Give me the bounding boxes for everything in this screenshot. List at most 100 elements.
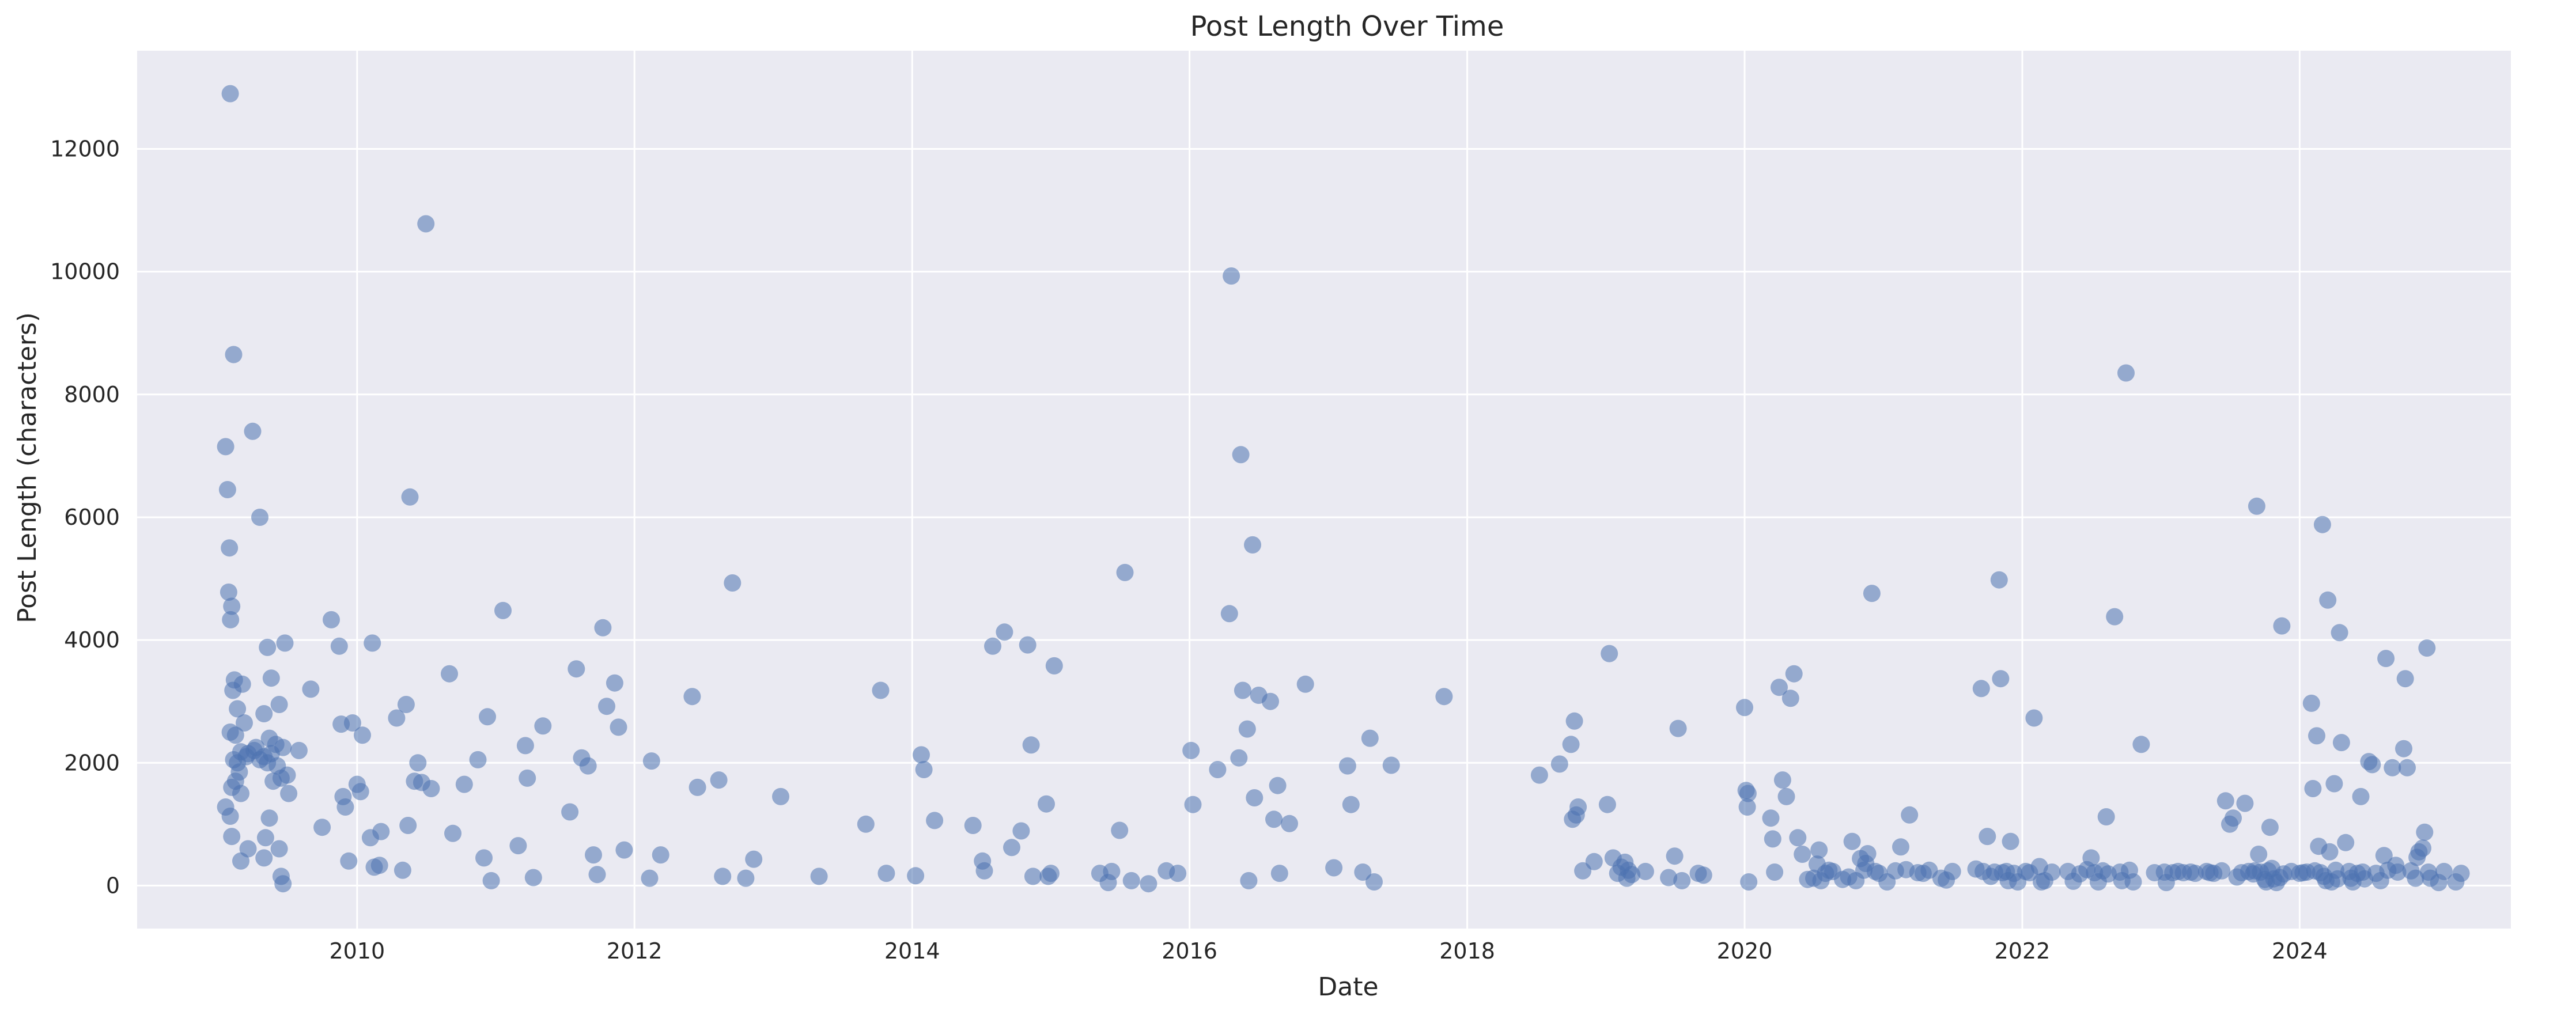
data-point (494, 601, 512, 619)
data-point (689, 778, 706, 796)
data-point (2321, 843, 2339, 861)
data-point (2352, 787, 2370, 805)
x-tick-label: 2014 (884, 938, 940, 964)
data-point (2313, 516, 2331, 533)
x-tick-label: 2022 (1995, 938, 2051, 964)
x-tick-label: 2010 (329, 938, 385, 964)
data-point (1740, 873, 1758, 891)
data-point (364, 634, 381, 652)
data-point (2124, 873, 2142, 891)
data-point (1810, 841, 1828, 859)
data-point (683, 688, 701, 706)
data-point (401, 488, 419, 506)
data-point (913, 746, 930, 764)
plot-area (137, 51, 2511, 929)
data-point (1666, 847, 1684, 865)
data-point (2337, 834, 2355, 851)
data-point (1781, 690, 1799, 707)
data-point (509, 837, 527, 855)
data-point (2261, 819, 2279, 836)
data-point (1736, 699, 1753, 717)
data-point (2132, 736, 2150, 753)
data-point (2435, 862, 2453, 880)
data-point (1361, 729, 1379, 747)
data-point (255, 705, 273, 722)
data-point (2082, 849, 2100, 867)
data-point (444, 824, 462, 842)
data-point (1739, 785, 1757, 802)
data-point (482, 872, 500, 889)
data-point (2418, 639, 2436, 657)
data-point (2395, 740, 2412, 757)
data-point (276, 634, 294, 652)
data-point (594, 619, 612, 637)
data-point (2248, 497, 2265, 515)
data-point (652, 846, 669, 864)
data-point (1012, 822, 1030, 840)
data-point (1246, 789, 1264, 806)
data-point (1550, 755, 1568, 773)
data-point (1623, 866, 1641, 884)
data-point (2399, 759, 2416, 776)
data-point (1979, 828, 1996, 846)
data-point (2043, 863, 2061, 881)
data-point (225, 346, 243, 363)
data-point (2236, 794, 2254, 812)
data-point (1564, 810, 1582, 828)
data-point (588, 866, 606, 884)
data-point (1771, 679, 1788, 696)
data-point (1660, 869, 1678, 887)
data-points (217, 85, 2470, 893)
data-point (519, 769, 536, 787)
data-point (964, 817, 982, 834)
data-point (1785, 665, 1803, 683)
data-point (469, 751, 487, 768)
data-point (1354, 863, 1372, 881)
data-point (1244, 536, 1261, 554)
data-point (1116, 563, 1134, 581)
data-point (270, 840, 288, 858)
y-axis-label: Post Length (characters) (13, 312, 42, 623)
data-point (1182, 741, 1200, 759)
data-point (1990, 571, 2008, 589)
data-point (1265, 810, 1283, 828)
data-point (394, 861, 411, 879)
data-point (915, 761, 933, 778)
data-point (1019, 636, 1037, 654)
data-point (2389, 863, 2407, 881)
x-tick-label: 2020 (1717, 938, 1773, 964)
data-point (1111, 821, 1129, 839)
data-point (1382, 756, 1400, 774)
data-point (1262, 692, 1279, 710)
data-point (232, 785, 249, 802)
data-point (2407, 869, 2424, 887)
data-point (877, 865, 895, 882)
data-point (1184, 795, 1202, 813)
data-point (1099, 874, 1117, 892)
data-point (1673, 872, 1691, 889)
data-point (2319, 591, 2337, 609)
data-point (1789, 829, 1807, 847)
data-point (516, 737, 534, 755)
data-point (343, 714, 361, 732)
data-point (2250, 846, 2268, 863)
data-point (1220, 605, 1238, 623)
data-point (1024, 868, 1042, 885)
data-point (1901, 806, 1919, 824)
data-point (810, 868, 828, 885)
data-point (2216, 792, 2234, 810)
data-point (232, 852, 249, 870)
data-point (1269, 776, 1287, 794)
data-point (1972, 680, 1990, 698)
data-point (259, 638, 277, 656)
data-point (270, 696, 288, 713)
data-point (274, 875, 292, 893)
data-point (2375, 847, 2393, 865)
data-point (220, 584, 237, 601)
data-point (1843, 832, 1861, 850)
data-point (2414, 839, 2431, 857)
data-point (1232, 446, 1250, 464)
data-point (1003, 839, 1020, 857)
data-point (1238, 720, 1256, 738)
